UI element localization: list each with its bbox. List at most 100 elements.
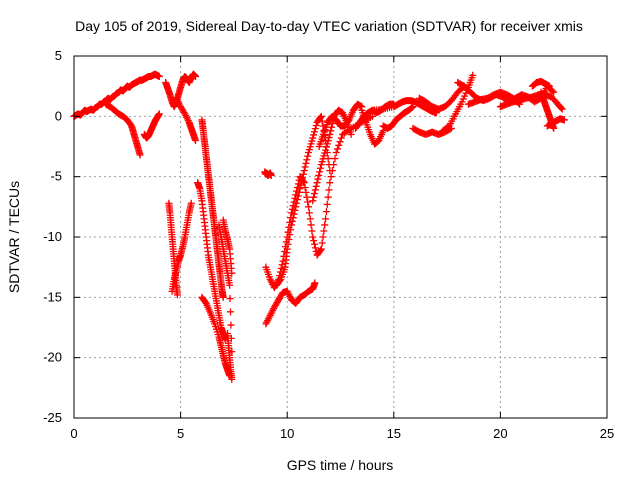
series-arc-22-23h-drop bbox=[537, 88, 558, 132]
chart-title: Day 105 of 2019, Sidereal Day-to-day VTE… bbox=[75, 18, 583, 34]
x-axis-label: GPS time / hours bbox=[287, 457, 394, 473]
data-point bbox=[308, 227, 316, 235]
data-point bbox=[313, 179, 321, 187]
series-arc-14.5-16h-lower bbox=[379, 103, 417, 132]
data-markers bbox=[70, 70, 568, 383]
data-point bbox=[310, 240, 318, 248]
data-point bbox=[173, 291, 181, 299]
y-tick-label: -10 bbox=[43, 229, 62, 244]
data-point bbox=[155, 73, 163, 81]
x-tick-label: 15 bbox=[387, 426, 401, 441]
data-point bbox=[347, 130, 355, 138]
data-point bbox=[311, 125, 319, 133]
data-point bbox=[283, 245, 291, 253]
data-point bbox=[309, 197, 317, 205]
data-point bbox=[303, 156, 311, 164]
data-point bbox=[408, 103, 416, 111]
data-point bbox=[326, 167, 334, 175]
data-point bbox=[294, 192, 302, 200]
data-point bbox=[301, 184, 309, 192]
data-point bbox=[326, 179, 334, 187]
data-point bbox=[322, 143, 330, 151]
data-point bbox=[291, 206, 299, 214]
series-arc-9-11h-deep bbox=[262, 279, 319, 328]
data-point bbox=[318, 117, 326, 125]
data-point bbox=[320, 227, 328, 235]
data-point bbox=[286, 231, 294, 239]
data-point bbox=[305, 209, 313, 217]
data-point bbox=[310, 190, 318, 198]
data-point bbox=[299, 170, 307, 178]
data-point bbox=[305, 203, 313, 211]
data-point bbox=[284, 240, 292, 248]
data-point bbox=[309, 233, 317, 241]
data-point bbox=[325, 186, 333, 194]
data-point bbox=[334, 145, 342, 153]
data-point bbox=[226, 281, 234, 289]
data-point bbox=[319, 122, 327, 130]
series-arc-13.5h-down bbox=[358, 106, 387, 148]
data-point bbox=[296, 185, 304, 193]
data-point bbox=[324, 193, 332, 201]
data-point bbox=[560, 116, 568, 124]
data-point bbox=[550, 88, 558, 96]
data-point bbox=[316, 164, 324, 172]
data-point bbox=[322, 215, 330, 223]
data-point bbox=[303, 193, 311, 201]
data-point bbox=[309, 134, 317, 142]
data-point bbox=[557, 104, 565, 112]
series-arc-7.2h-mid bbox=[219, 216, 236, 277]
data-point bbox=[290, 210, 298, 218]
data-point bbox=[311, 244, 319, 252]
x-tick-label: 0 bbox=[70, 426, 77, 441]
data-point bbox=[228, 269, 236, 277]
data-point bbox=[304, 198, 312, 206]
series-arc-10-12h-upper bbox=[273, 112, 334, 289]
data-point bbox=[316, 114, 324, 122]
y-axis-label: SDTVAR / TECUs bbox=[6, 181, 22, 293]
data-point bbox=[192, 136, 200, 144]
data-point bbox=[545, 82, 553, 90]
series-arc-dip-1 bbox=[102, 100, 144, 159]
data-point bbox=[302, 159, 310, 167]
data-point bbox=[306, 215, 314, 223]
data-point bbox=[316, 246, 324, 254]
x-tick-label: 25 bbox=[600, 426, 614, 441]
series-arc-4.6h-rise bbox=[168, 199, 195, 295]
data-point bbox=[219, 293, 227, 301]
data-point bbox=[321, 221, 329, 229]
y-tick-label: -25 bbox=[43, 410, 62, 425]
data-point bbox=[322, 208, 330, 216]
y-tick-label: -15 bbox=[43, 289, 62, 304]
y-tick-label: 0 bbox=[55, 108, 62, 123]
data-point bbox=[324, 137, 332, 145]
data-point bbox=[226, 295, 234, 303]
data-point bbox=[292, 203, 300, 211]
data-point bbox=[328, 120, 336, 128]
data-point bbox=[327, 173, 335, 181]
data-point bbox=[228, 375, 236, 383]
data-point bbox=[312, 182, 320, 190]
series-arc-5h-top bbox=[162, 70, 200, 111]
data-point bbox=[315, 171, 323, 179]
data-point bbox=[267, 171, 275, 179]
data-point bbox=[310, 128, 318, 136]
data-point bbox=[293, 199, 301, 207]
data-point bbox=[293, 196, 301, 204]
data-point bbox=[302, 188, 310, 196]
data-point bbox=[298, 177, 306, 185]
data-point bbox=[323, 200, 331, 208]
x-tick-label: 10 bbox=[280, 426, 294, 441]
axis-ticks: 0 5 10 15 20 25 5 0 -5 -10 -15 -20 -25 bbox=[43, 48, 614, 441]
series-arc-16-18.5h-mid bbox=[415, 82, 468, 113]
series-arc-12-14h-upper bbox=[315, 100, 366, 150]
data-point bbox=[285, 235, 293, 243]
data-point bbox=[368, 112, 376, 120]
data-point bbox=[300, 167, 308, 175]
series-arc-7.2h-deep bbox=[224, 330, 236, 383]
data-point bbox=[287, 221, 295, 229]
data-point bbox=[550, 124, 558, 132]
y-tick-label: 5 bbox=[55, 48, 62, 63]
